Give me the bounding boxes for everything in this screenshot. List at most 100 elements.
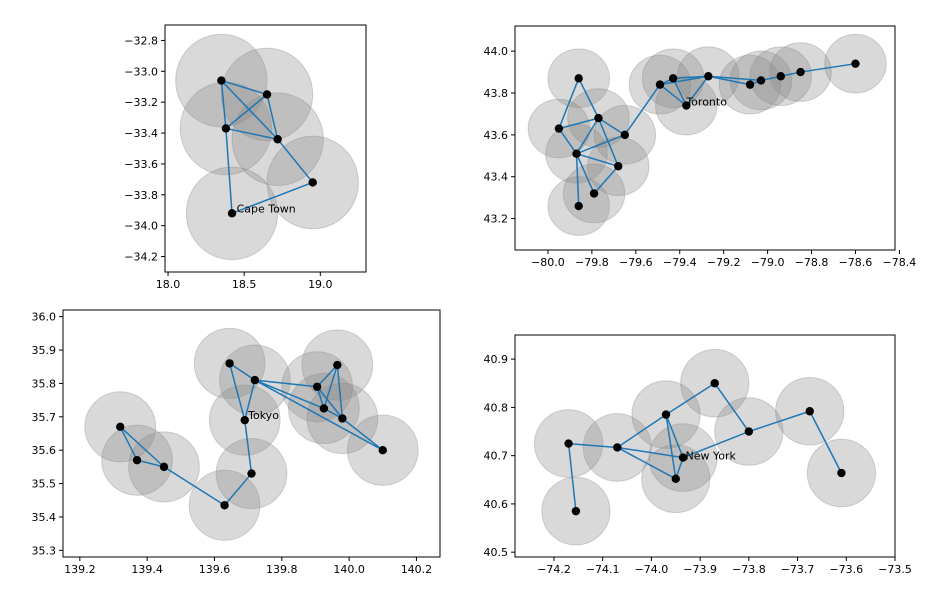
edge-line bbox=[119, 426, 138, 461]
node-point bbox=[744, 427, 754, 436]
edge-line bbox=[809, 410, 843, 474]
x-tick-label: 139.8 bbox=[266, 563, 298, 576]
edge-line bbox=[254, 379, 318, 388]
city-annotation: New York bbox=[686, 450, 737, 463]
x-tick-label: 139.2 bbox=[64, 563, 96, 576]
axes-frame bbox=[514, 25, 896, 251]
node-point bbox=[837, 468, 846, 478]
node-point bbox=[655, 80, 665, 89]
node-point bbox=[250, 375, 260, 385]
y-tick-label: 43.4 bbox=[484, 171, 509, 184]
node-point bbox=[262, 90, 272, 99]
edge-line bbox=[136, 459, 165, 468]
subplot-cape-town: Cape Town 18.0 18.5 19.0 −32.8 −33.0 −33.2 −33.… bbox=[124, 24, 367, 291]
y-tick-label: −34.2 bbox=[124, 251, 158, 264]
x-tick-label: −80.0 bbox=[531, 256, 565, 269]
edge-line bbox=[119, 426, 165, 468]
node-point bbox=[671, 474, 680, 484]
y-tick-label: 35.5 bbox=[32, 478, 57, 491]
node-point bbox=[225, 359, 234, 368]
edge-line bbox=[593, 165, 619, 194]
subplot-new-york: New York −74.2 −74.1 −74.0 −73.9 −73.8 −73.7 −7… bbox=[484, 334, 912, 576]
subplot-toronto: Toronto −80.0 −79.8 −79.6 −79.4 −79.2 −79.0 −78… bbox=[484, 25, 916, 269]
node-point bbox=[678, 453, 688, 462]
y-tick-label: 40.7 bbox=[484, 450, 509, 463]
x-tick-label: −79.4 bbox=[663, 256, 697, 269]
edge-line bbox=[624, 84, 661, 136]
y-tick-label: −33.4 bbox=[124, 127, 158, 140]
node-point bbox=[594, 113, 603, 123]
node-point bbox=[132, 456, 142, 465]
x-tick-label: −78.6 bbox=[839, 256, 873, 269]
edge-line bbox=[228, 363, 246, 421]
edge-line bbox=[225, 127, 278, 140]
edge-line bbox=[266, 94, 279, 140]
node-point bbox=[333, 360, 342, 370]
x-tick-label: −73.7 bbox=[781, 563, 815, 576]
axes-frame bbox=[514, 334, 896, 558]
x-tick-label: 139.4 bbox=[131, 563, 163, 576]
node-point bbox=[221, 124, 231, 133]
plot-area bbox=[175, 33, 359, 261]
edge-line bbox=[220, 80, 227, 129]
y-tick-label: 43.6 bbox=[484, 129, 509, 142]
y-tick-label: 40.6 bbox=[484, 498, 509, 511]
edge-line bbox=[254, 379, 325, 410]
node-point bbox=[668, 74, 678, 83]
edge-line bbox=[567, 443, 577, 512]
node-point bbox=[116, 422, 125, 432]
edge-line bbox=[231, 181, 313, 215]
y-tick-label: −32.8 bbox=[124, 34, 158, 47]
plot-area bbox=[533, 348, 877, 546]
node-point bbox=[554, 124, 564, 133]
node-point bbox=[273, 135, 282, 144]
y-tick-label: −33.8 bbox=[124, 189, 158, 202]
x-tick-label: −79.0 bbox=[751, 256, 785, 269]
edge-line bbox=[578, 78, 600, 119]
x-tick-label: −79.2 bbox=[707, 256, 741, 269]
x-tick-label: 140.0 bbox=[333, 563, 365, 576]
y-tick-label: 40.8 bbox=[484, 401, 509, 414]
edge-line bbox=[673, 75, 709, 80]
edge-line bbox=[244, 420, 253, 474]
node-point bbox=[614, 162, 623, 171]
axes-frame bbox=[164, 24, 367, 273]
edge-line bbox=[672, 78, 688, 106]
edge-line bbox=[336, 365, 344, 419]
edge-line bbox=[341, 417, 384, 451]
node-point bbox=[710, 379, 719, 388]
city-annotation: Cape Town bbox=[237, 203, 296, 216]
y-tick-label: 44.0 bbox=[484, 45, 509, 58]
edge-line bbox=[575, 153, 580, 207]
x-tick-label: −78.8 bbox=[795, 256, 829, 269]
y-tick-label: −33.0 bbox=[124, 65, 158, 78]
edge-line bbox=[598, 117, 626, 136]
node-point bbox=[574, 74, 583, 83]
x-tick-label: −73.8 bbox=[732, 563, 766, 576]
city-annotation: Toronto bbox=[685, 95, 727, 108]
node-point bbox=[338, 414, 347, 423]
node-point bbox=[220, 501, 229, 510]
edge-line bbox=[576, 134, 626, 155]
node-point bbox=[564, 439, 573, 448]
edge-line bbox=[225, 93, 268, 130]
edge-line bbox=[665, 414, 677, 479]
x-tick-label: 19.0 bbox=[308, 278, 333, 291]
city-annotation: Tokyo bbox=[247, 409, 279, 422]
subplot-tokyo: Tokyo 139.2 139.4 139.6 139.8 140.0 140.2 35.3 3… bbox=[32, 309, 441, 576]
node-point bbox=[240, 415, 249, 425]
node-point bbox=[312, 382, 322, 391]
edge-line bbox=[616, 414, 667, 449]
edge-line bbox=[665, 414, 684, 458]
edge-line bbox=[800, 62, 856, 73]
x-tick-label: −73.6 bbox=[829, 563, 863, 576]
x-tick-label: 18.5 bbox=[232, 278, 257, 291]
y-tick-label: 35.4 bbox=[32, 511, 57, 524]
y-tick-label: 35.7 bbox=[32, 411, 57, 424]
node-point bbox=[319, 404, 329, 413]
node-point bbox=[247, 469, 256, 478]
x-tick-label: −79.6 bbox=[619, 256, 653, 269]
node-point bbox=[159, 462, 169, 472]
